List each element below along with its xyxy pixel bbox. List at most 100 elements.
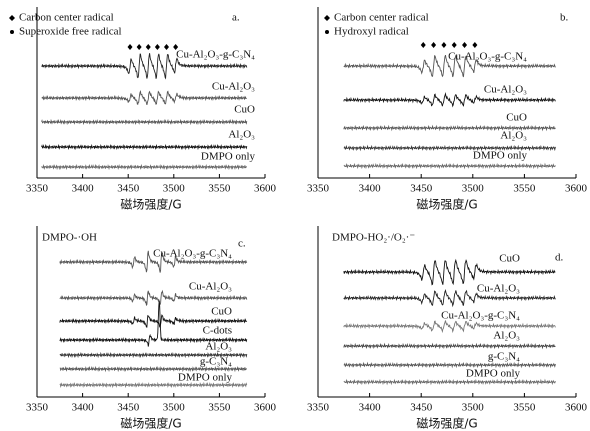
legend-marker <box>325 30 329 34</box>
trace-label: DMPO only <box>178 372 233 384</box>
legend-marker <box>324 15 330 21</box>
spectrum-trace <box>41 163 247 171</box>
x-tick-label: 3400 <box>72 183 95 195</box>
x-tick-label: 3600 <box>254 402 277 414</box>
spectrum-trace <box>343 144 556 152</box>
x-tick-label: 3400 <box>359 183 382 195</box>
legend-label: Carbon center radical <box>19 12 114 24</box>
x-tick-label: 3450 <box>117 183 140 195</box>
legend-label: Carbon center radical <box>334 12 429 24</box>
trace-label: DMPO only <box>466 368 521 380</box>
x-tick-label: 3600 <box>254 183 277 195</box>
x-tick-label: 3550 <box>513 402 536 414</box>
x-tick-label: 3450 <box>410 183 433 195</box>
x-tick-label: 3450 <box>117 402 140 414</box>
peak-marker <box>145 44 151 50</box>
legend-label: Hydroxyl radical <box>334 26 409 38</box>
trace-label: g-C₃N₄ <box>488 351 520 363</box>
trace-label: Cu-Al₂O₃ <box>484 84 527 96</box>
spectrum-trace <box>343 361 556 369</box>
spectrum-trace <box>343 342 556 350</box>
x-axis-label: 磁场强度/G <box>120 197 181 212</box>
peak-marker <box>472 42 478 48</box>
trace-label: Al₂O₃ <box>493 330 520 342</box>
peak-marker <box>173 44 179 50</box>
x-tick-label: 3400 <box>72 402 95 414</box>
x-tick-label: 3550 <box>513 183 536 195</box>
trace-label: Al₂O₃ <box>500 130 527 142</box>
spectrum-trace <box>343 92 556 108</box>
trace-label: DMPO only <box>201 151 256 163</box>
panel-title: DMPO-·OH <box>42 232 97 244</box>
spectrum-trace <box>343 258 556 286</box>
peak-marker <box>431 42 437 48</box>
spectrum-trace <box>59 289 248 307</box>
trace-label: g-C₃N₄ <box>200 356 232 368</box>
trace-label: Cu-Al₂O₃-g-C₃N₄ <box>448 51 527 63</box>
peak-marker <box>451 42 457 48</box>
spectrum-trace <box>343 54 556 78</box>
x-tick-label: 3600 <box>565 402 588 414</box>
panel-label: a. <box>232 12 240 24</box>
trace-label: Cu-Al₂O₃ <box>477 283 520 295</box>
spectrum-trace <box>41 53 248 80</box>
x-tick-label: 3500 <box>462 183 485 195</box>
peak-marker <box>462 42 468 48</box>
panel-title: DMPO-HO₂·/O₂·⁻ <box>332 232 415 244</box>
spectrum-trace <box>41 143 248 151</box>
panel-label: c. <box>238 238 246 250</box>
spectrum-trace <box>59 250 248 273</box>
spectrum-trace <box>343 378 556 386</box>
spectrum-trace <box>59 351 248 359</box>
x-tick-label: 3500 <box>163 402 186 414</box>
trace-label: CuO <box>506 112 527 124</box>
panel-label: b. <box>560 12 569 24</box>
x-tick-label: 3400 <box>359 402 382 414</box>
trace-label: CuO <box>499 253 520 265</box>
x-axis-label: 磁场强度/G <box>120 416 181 431</box>
spectrum-trace <box>343 289 556 308</box>
x-tick-label: 3550 <box>208 183 231 195</box>
spectrum-trace <box>343 320 556 334</box>
spectrum-trace <box>41 90 247 106</box>
trace-label: Al₂O₃ <box>228 129 255 141</box>
spectrum-trace <box>59 365 248 373</box>
x-tick-label: 3450 <box>410 402 433 414</box>
legend-marker <box>10 30 14 34</box>
peak-marker <box>441 42 447 48</box>
x-axis-label: 磁场强度/G <box>416 416 477 431</box>
legend-marker <box>9 15 15 21</box>
spectrum-trace <box>59 381 248 389</box>
trace-label: CuO <box>234 104 255 116</box>
x-tick-label: 3350 <box>26 402 49 414</box>
trace-label: Cu-Al₂O₃-g-C₃N₄ <box>176 49 255 61</box>
spectrum-trace <box>41 118 248 126</box>
x-tick-label: 3350 <box>307 183 330 195</box>
peak-marker <box>420 42 426 48</box>
trace-label: Cu-Al₂O₃-g-C₃N₄ <box>441 310 520 322</box>
peak-marker <box>127 44 133 50</box>
x-axis-label: 磁场强度/G <box>416 197 477 212</box>
trace-label: Cu-Al₂O₃ <box>212 81 255 93</box>
x-tick-label: 3350 <box>307 402 330 414</box>
spectrum-trace <box>343 124 556 132</box>
legend-label: Superoxide free radical <box>19 26 122 38</box>
spectrum-trace <box>59 300 248 347</box>
trace-label: CuO <box>211 306 232 318</box>
trace-label: Cu-Al₂O₃-g-C₃N₄ <box>153 248 232 260</box>
spectrum-trace <box>343 162 556 170</box>
trace-label: Al₂O₃ <box>205 341 232 353</box>
x-tick-label: 3500 <box>163 183 186 195</box>
trace-label: Cu-Al₂O₃ <box>189 281 232 293</box>
peak-marker <box>154 44 160 50</box>
x-tick-label: 3550 <box>208 402 231 414</box>
peak-marker <box>136 44 142 50</box>
x-tick-label: 3500 <box>462 402 485 414</box>
x-tick-label: 3350 <box>26 183 49 195</box>
trace-label: C-dots <box>203 325 232 337</box>
x-tick-label: 3600 <box>565 183 588 195</box>
trace-label: DMPO only <box>473 150 528 162</box>
panel-label: d. <box>555 252 564 264</box>
spectrum-trace <box>59 314 248 328</box>
